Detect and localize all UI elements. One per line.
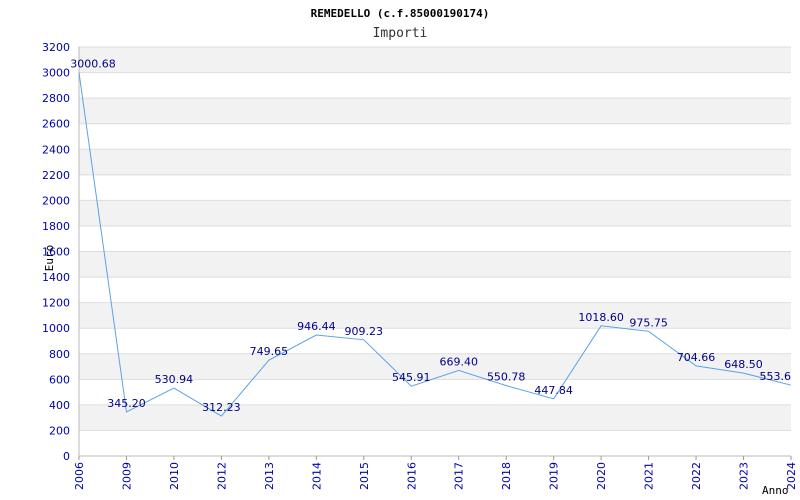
plot-band [79,200,791,226]
data-label: 749.65 [250,345,289,358]
x-tick-label: 2020 [595,462,608,490]
data-label: 3000.68 [70,57,116,70]
x-tick-label: 2019 [548,462,561,490]
y-tick-label: 2000 [42,194,70,207]
y-tick-label: 200 [49,424,70,437]
y-tick-label: 3200 [42,41,70,54]
plot-band [79,277,791,303]
data-label: 946.44 [297,320,336,333]
plot-band [79,404,791,431]
plot-band [79,123,791,150]
y-tick-label: 1600 [42,246,70,259]
data-label: 550.78 [487,371,526,384]
y-tick-label: 0 [63,450,70,463]
y-tick-label: 1800 [42,220,70,233]
y-tick-labels: 0 200 400 600 800 1000 1200 1400 1600 1800 2000 220… [42,41,70,463]
data-label: 648.50 [724,358,763,371]
x-tick-label: 2024 [785,462,798,490]
plot-band [79,47,791,73]
data-label: 553.6 [760,370,792,383]
x-tick-label: 2023 [738,462,751,490]
y-tick-label: 2800 [42,92,70,105]
x-tick-label: 2022 [690,462,703,490]
plot-band [79,328,791,354]
y-axis-label: Euro [43,245,56,272]
x-tick-label: 2017 [453,462,466,490]
x-tick-label: 2010 [168,462,181,490]
data-label: 909.23 [345,325,384,338]
x-tick-label: 2009 [120,462,133,490]
x-tick-label: 2016 [405,462,418,490]
x-tick-label: 2006 [73,462,86,490]
data-label: 975.75 [629,316,668,329]
data-label: 704.66 [677,351,716,364]
chart-subtitle: Importi [373,26,428,41]
data-label: 312.23 [202,401,241,414]
y-tick-label: 2400 [42,143,70,156]
gridlines [79,46,791,457]
y-tick-label: 2200 [42,169,70,182]
x-tick-label: 2012 [215,462,228,490]
data-label: 545.91 [392,371,431,384]
chart-title: REMEDELLO (c.f.85000190174) [311,7,490,20]
data-label: 1018.60 [578,311,624,324]
x-tick-label: 2015 [358,462,371,490]
plot-band [79,174,791,201]
y-tick-label: 2600 [42,118,70,131]
y-tick-label: 800 [49,348,70,361]
data-labels: 3000.68 345.20 530.94 312.23 749.65 946.44 909… [70,57,791,414]
plot-bands [79,47,791,456]
x-tick-label: 2013 [263,462,276,490]
plot-band [79,72,791,99]
plot-band [79,430,791,456]
series-line [78,72,792,417]
plot-band [79,149,791,175]
data-label: 345.20 [107,397,146,410]
plot-band [79,225,791,252]
x-axis-label: Anno [762,484,789,497]
plot-band [79,98,791,124]
plot-band [79,379,791,405]
x-tick-label: 2018 [500,462,513,490]
data-label: 530.94 [155,373,194,386]
x-tick-label: 2014 [310,462,323,490]
y-tick-label: 400 [49,399,70,412]
y-tick-label: 3000 [42,67,70,80]
data-label: 669.40 [439,355,478,368]
y-tick-label: 600 [49,373,70,386]
y-tick-label: 1000 [42,322,70,335]
plot-band [79,302,791,329]
plot-band [79,251,791,278]
y-tick-label: 1400 [42,271,70,284]
y-tick-label: 1200 [42,297,70,310]
x-tick-label: 2021 [643,462,656,490]
x-tick-labels: 2006 2009 2010 2012 2013 2014 2015 2016 2017 2018… [73,456,798,490]
plot-band [79,353,791,380]
data-label: 447.84 [534,384,573,397]
